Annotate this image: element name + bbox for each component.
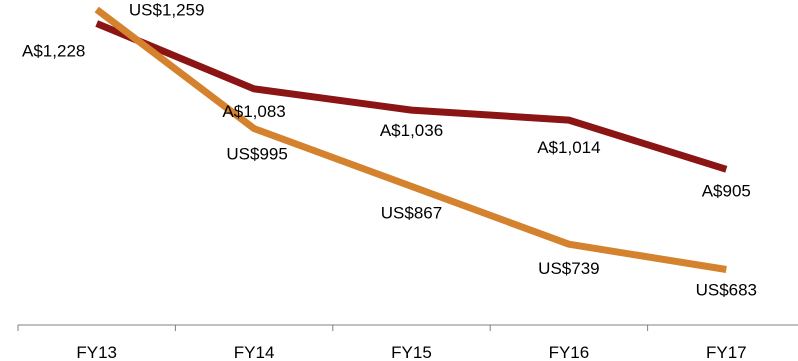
data-label: US$683 <box>696 280 757 299</box>
series-lines <box>94 6 728 273</box>
x-tick-label: FY17 <box>706 343 747 361</box>
data-label: US$739 <box>538 259 599 278</box>
series-line-0 <box>95 20 728 173</box>
data-label: A$1,228 <box>22 41 85 60</box>
x-tick-label: FY16 <box>549 343 590 361</box>
data-label: US$1,259 <box>129 0 205 19</box>
x-axis: FY13 FY14 FY15 FY16 FY17 <box>17 324 798 361</box>
data-label: A$905 <box>702 181 751 200</box>
x-tick-label: FY15 <box>391 343 432 361</box>
x-tick-label: FY14 <box>234 343 275 361</box>
x-tick-label: FY13 <box>76 343 117 361</box>
data-labels: A$1,228 A$1,083 A$1,036 A$1,014 A$905 US$1,25… <box>22 0 757 299</box>
data-label: A$1,036 <box>380 121 443 140</box>
data-label: US$867 <box>381 203 442 222</box>
data-label: US$995 <box>226 145 287 164</box>
data-label: A$1,014 <box>537 138 600 157</box>
data-label: A$1,083 <box>222 102 285 121</box>
